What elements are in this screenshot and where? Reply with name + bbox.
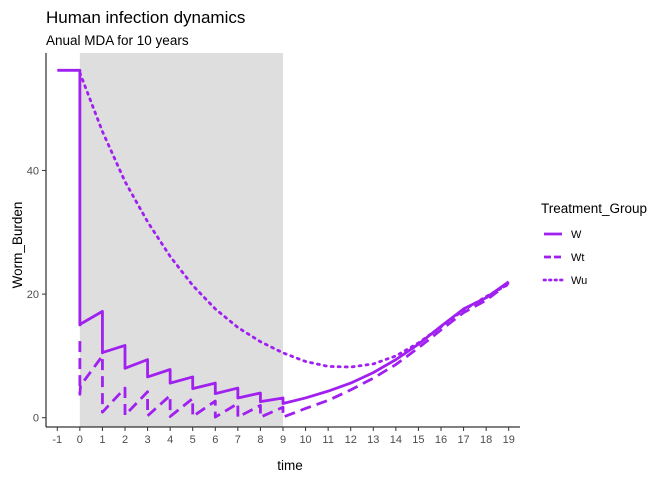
legend-label-W: W xyxy=(571,229,582,241)
chart-subtitle: Anual MDA for 10 years xyxy=(46,33,189,48)
x-tick-label: 11 xyxy=(322,434,333,446)
x-tick-label: 10 xyxy=(299,434,311,446)
x-tick-label: 13 xyxy=(367,434,379,446)
x-tick-label: 3 xyxy=(145,434,151,446)
x-tick-label: 17 xyxy=(457,434,469,446)
legend-label-Wt: Wt xyxy=(571,252,584,264)
x-tick-label: 14 xyxy=(390,434,402,446)
series-line-W xyxy=(57,68,510,405)
plot-area xyxy=(57,53,511,427)
x-tick-label: 16 xyxy=(435,434,447,446)
series-line-Wu xyxy=(78,71,511,369)
y-tick-label: 20 xyxy=(27,289,39,301)
x-tick-label: 1 xyxy=(99,434,105,446)
x-axis-title: time xyxy=(277,458,303,473)
x-tick-label: -1 xyxy=(52,434,62,446)
x-tick-label: 8 xyxy=(257,434,263,446)
x-tick-label: 19 xyxy=(503,434,515,446)
legend-label-Wu: Wu xyxy=(571,275,587,287)
x-tick-label: 7 xyxy=(235,434,241,446)
x-tick-label: 18 xyxy=(480,434,492,446)
x-tick-label: 9 xyxy=(280,434,286,446)
shaded-region xyxy=(79,53,283,427)
x-tick-label: 2 xyxy=(122,434,128,446)
chart-title: Human infection dynamics xyxy=(46,8,245,27)
legend: Treatment_Group W Wt Wu xyxy=(541,201,647,287)
x-tick-label: 6 xyxy=(212,434,218,446)
x-tick-label: 4 xyxy=(167,434,173,446)
series-line-Wt xyxy=(78,281,510,419)
y-tick-label: 40 xyxy=(27,165,39,177)
legend-title: Treatment_Group xyxy=(541,201,647,216)
x-tick-label: 12 xyxy=(345,434,357,446)
y-tick-label: 0 xyxy=(33,413,39,425)
x-tick-label: 15 xyxy=(412,434,424,446)
x-tick-label: 0 xyxy=(77,434,83,446)
x-tick-label: 5 xyxy=(190,434,196,446)
y-axis-title: Worm_Burden xyxy=(10,202,25,289)
